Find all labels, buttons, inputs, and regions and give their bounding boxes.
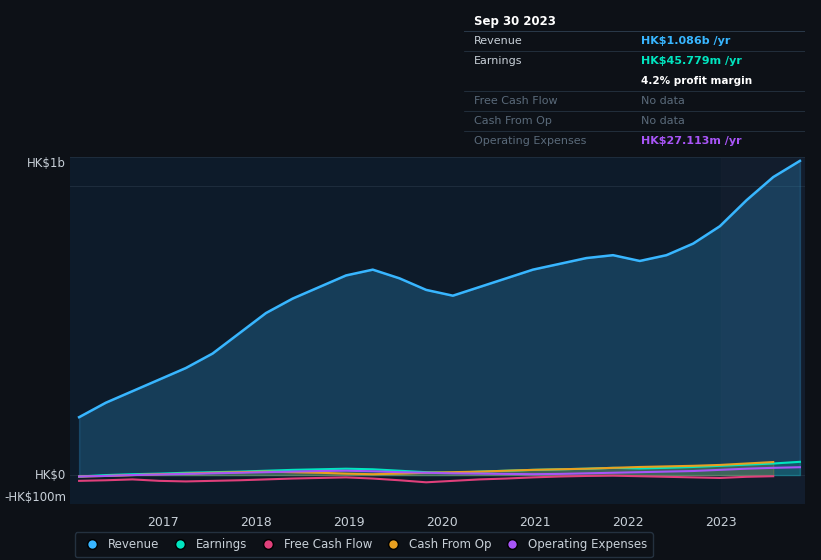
Text: Operating Expenses: Operating Expenses <box>474 136 586 146</box>
Text: No data: No data <box>641 96 685 106</box>
Text: HK$1.086b /yr: HK$1.086b /yr <box>641 36 731 46</box>
Text: -HK$100m: -HK$100m <box>4 491 67 504</box>
Bar <box>721 157 819 504</box>
Legend: Revenue, Earnings, Free Cash Flow, Cash From Op, Operating Expenses: Revenue, Earnings, Free Cash Flow, Cash … <box>75 533 653 557</box>
Text: Earnings: Earnings <box>474 56 523 66</box>
Text: Free Cash Flow: Free Cash Flow <box>474 96 557 106</box>
Text: HK$1b: HK$1b <box>27 157 67 170</box>
Text: Revenue: Revenue <box>474 36 523 46</box>
Text: HK$27.113m /yr: HK$27.113m /yr <box>641 136 741 146</box>
Text: HK$45.779m /yr: HK$45.779m /yr <box>641 56 742 66</box>
Text: Cash From Op: Cash From Op <box>474 116 552 126</box>
Text: No data: No data <box>641 116 685 126</box>
Text: HK$0: HK$0 <box>34 469 67 482</box>
Text: Sep 30 2023: Sep 30 2023 <box>474 15 556 27</box>
Text: 4.2% profit margin: 4.2% profit margin <box>641 76 752 86</box>
